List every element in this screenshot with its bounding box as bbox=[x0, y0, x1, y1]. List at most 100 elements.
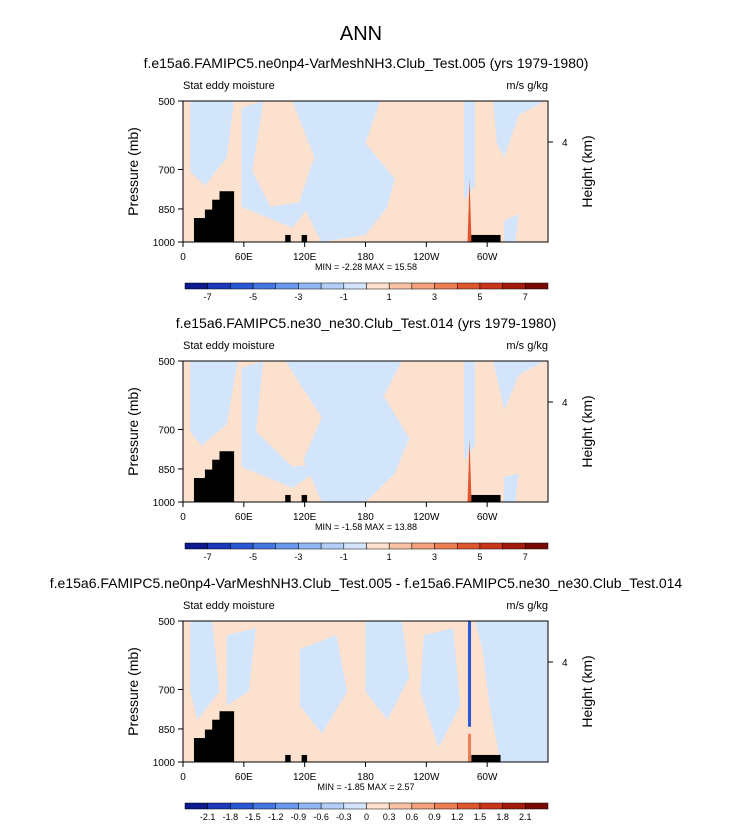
y-axis-label: Pressure (mb) bbox=[125, 387, 141, 476]
y-axis-label: Pressure (mb) bbox=[125, 127, 141, 216]
contour-region bbox=[467, 438, 472, 502]
colorbar-label: 2.1 bbox=[519, 812, 532, 822]
colorbar-box bbox=[366, 802, 390, 810]
x-tick-label: 180 bbox=[357, 772, 374, 783]
y-axis-label: Pressure (mb) bbox=[125, 647, 141, 736]
x-tick-label: 0 bbox=[180, 252, 186, 263]
colorbar-label: -1 bbox=[340, 552, 348, 562]
colorbar-box bbox=[388, 802, 413, 810]
y-tick-label: 850 bbox=[158, 725, 175, 736]
colorbar-box bbox=[343, 542, 367, 550]
right-label: m/s g/kg bbox=[506, 600, 548, 612]
colorbar-label: -1.5 bbox=[245, 812, 261, 822]
colorbar-box bbox=[479, 282, 503, 290]
colorbar-box bbox=[434, 282, 458, 290]
colorbar-label: -0.6 bbox=[313, 812, 329, 822]
colorbar-box bbox=[275, 282, 299, 290]
colorbar-box bbox=[479, 542, 503, 550]
figure-title: ANN bbox=[340, 23, 382, 45]
colorbar-box bbox=[184, 802, 208, 810]
x-tick-label: 60E bbox=[235, 252, 253, 263]
colorbar-box bbox=[230, 282, 254, 290]
colorbar-box bbox=[457, 542, 481, 550]
colorbar-box bbox=[388, 282, 413, 290]
colorbar-label: 3 bbox=[432, 292, 437, 302]
contour-region bbox=[420, 628, 461, 748]
colorbar-label: 7 bbox=[523, 552, 528, 562]
y2-tick-label: 4 bbox=[562, 138, 568, 149]
colorbar-label: 7 bbox=[523, 292, 528, 302]
colorbar-label: 1.8 bbox=[496, 812, 509, 822]
colorbar-box bbox=[502, 282, 526, 290]
colorbar-label: -2.1 bbox=[200, 812, 216, 822]
y-tick-label: 1000 bbox=[153, 758, 176, 769]
x-tick-label: 120E bbox=[293, 512, 317, 523]
y-tick-label: 500 bbox=[158, 97, 175, 108]
colorbar-box bbox=[275, 802, 299, 810]
y-tick-label: 850 bbox=[158, 205, 175, 216]
colorbar-label: -7 bbox=[204, 292, 212, 302]
colorbar-label: 1.2 bbox=[451, 812, 464, 822]
land-mask bbox=[301, 494, 308, 502]
land-mask bbox=[301, 234, 308, 242]
colorbar-box bbox=[411, 542, 435, 550]
x-tick-label: 120W bbox=[413, 512, 440, 523]
min-max: MIN = -1.85 MAX = 2.57 bbox=[317, 782, 414, 792]
colorbar-box bbox=[252, 282, 276, 290]
contour-region bbox=[464, 361, 475, 460]
y-tick-label: 850 bbox=[158, 465, 175, 476]
land-mask bbox=[285, 494, 291, 502]
y2-tick-label: 4 bbox=[562, 658, 568, 669]
y2-axis-label: Height (km) bbox=[579, 135, 595, 207]
x-tick-label: 0 bbox=[180, 772, 186, 783]
colorbar-box bbox=[320, 802, 345, 810]
colorbar-label: 5 bbox=[477, 552, 482, 562]
contour-region bbox=[190, 621, 220, 720]
colorbar-box bbox=[230, 542, 254, 550]
left-label: Stat eddy moisture bbox=[183, 600, 275, 612]
contour-region bbox=[468, 733, 472, 762]
land-mask bbox=[219, 191, 235, 242]
colorbar-box bbox=[252, 802, 276, 810]
y-tick-label: 700 bbox=[158, 685, 175, 696]
land-mask bbox=[219, 451, 235, 502]
x-tick-label: 180 bbox=[357, 512, 374, 523]
y-tick-label: 1000 bbox=[153, 238, 176, 249]
colorbar-label: 0 bbox=[364, 812, 369, 822]
panel-title: f.e15a6.FAMIPC5.ne0np4-VarMeshNH3.Club_T… bbox=[144, 55, 589, 71]
colorbar-box bbox=[411, 802, 435, 810]
colorbar-box bbox=[502, 542, 526, 550]
colorbar-label: -1.8 bbox=[223, 812, 239, 822]
colorbar-box bbox=[434, 802, 458, 810]
colorbar-box bbox=[298, 542, 322, 550]
colorbar-box bbox=[298, 282, 322, 290]
contour-region bbox=[190, 361, 238, 446]
x-tick-label: 60W bbox=[477, 772, 498, 783]
colorbar-box bbox=[479, 802, 503, 810]
x-tick-label: 180 bbox=[357, 252, 374, 263]
colorbar-box bbox=[298, 802, 322, 810]
contour-region bbox=[190, 101, 235, 186]
land-mask bbox=[301, 754, 308, 762]
colorbar-box bbox=[230, 802, 254, 810]
colorbar-label: -1 bbox=[340, 292, 348, 302]
colorbar-label: -5 bbox=[249, 292, 257, 302]
x-tick-label: 120E bbox=[293, 772, 317, 783]
right-label: m/s g/kg bbox=[506, 340, 548, 352]
colorbar-label: 0.3 bbox=[383, 812, 396, 822]
land-mask bbox=[471, 754, 501, 762]
y-tick-label: 1000 bbox=[153, 498, 176, 509]
contour-region bbox=[241, 101, 315, 228]
colorbar-box bbox=[184, 282, 208, 290]
panel-title: f.e15a6.FAMIPC5.ne0np4-VarMeshNH3.Club_T… bbox=[50, 575, 683, 591]
colorbar-box bbox=[343, 282, 367, 290]
y2-axis-label: Height (km) bbox=[579, 655, 595, 727]
colorbar-label: -0.9 bbox=[291, 812, 307, 822]
contour-region bbox=[468, 621, 472, 727]
colorbar-box bbox=[207, 802, 231, 810]
x-tick-label: 120W bbox=[413, 252, 440, 263]
x-tick-label: 60W bbox=[477, 512, 498, 523]
colorbar-label: 0.6 bbox=[406, 812, 419, 822]
colorbar-box bbox=[320, 542, 345, 550]
